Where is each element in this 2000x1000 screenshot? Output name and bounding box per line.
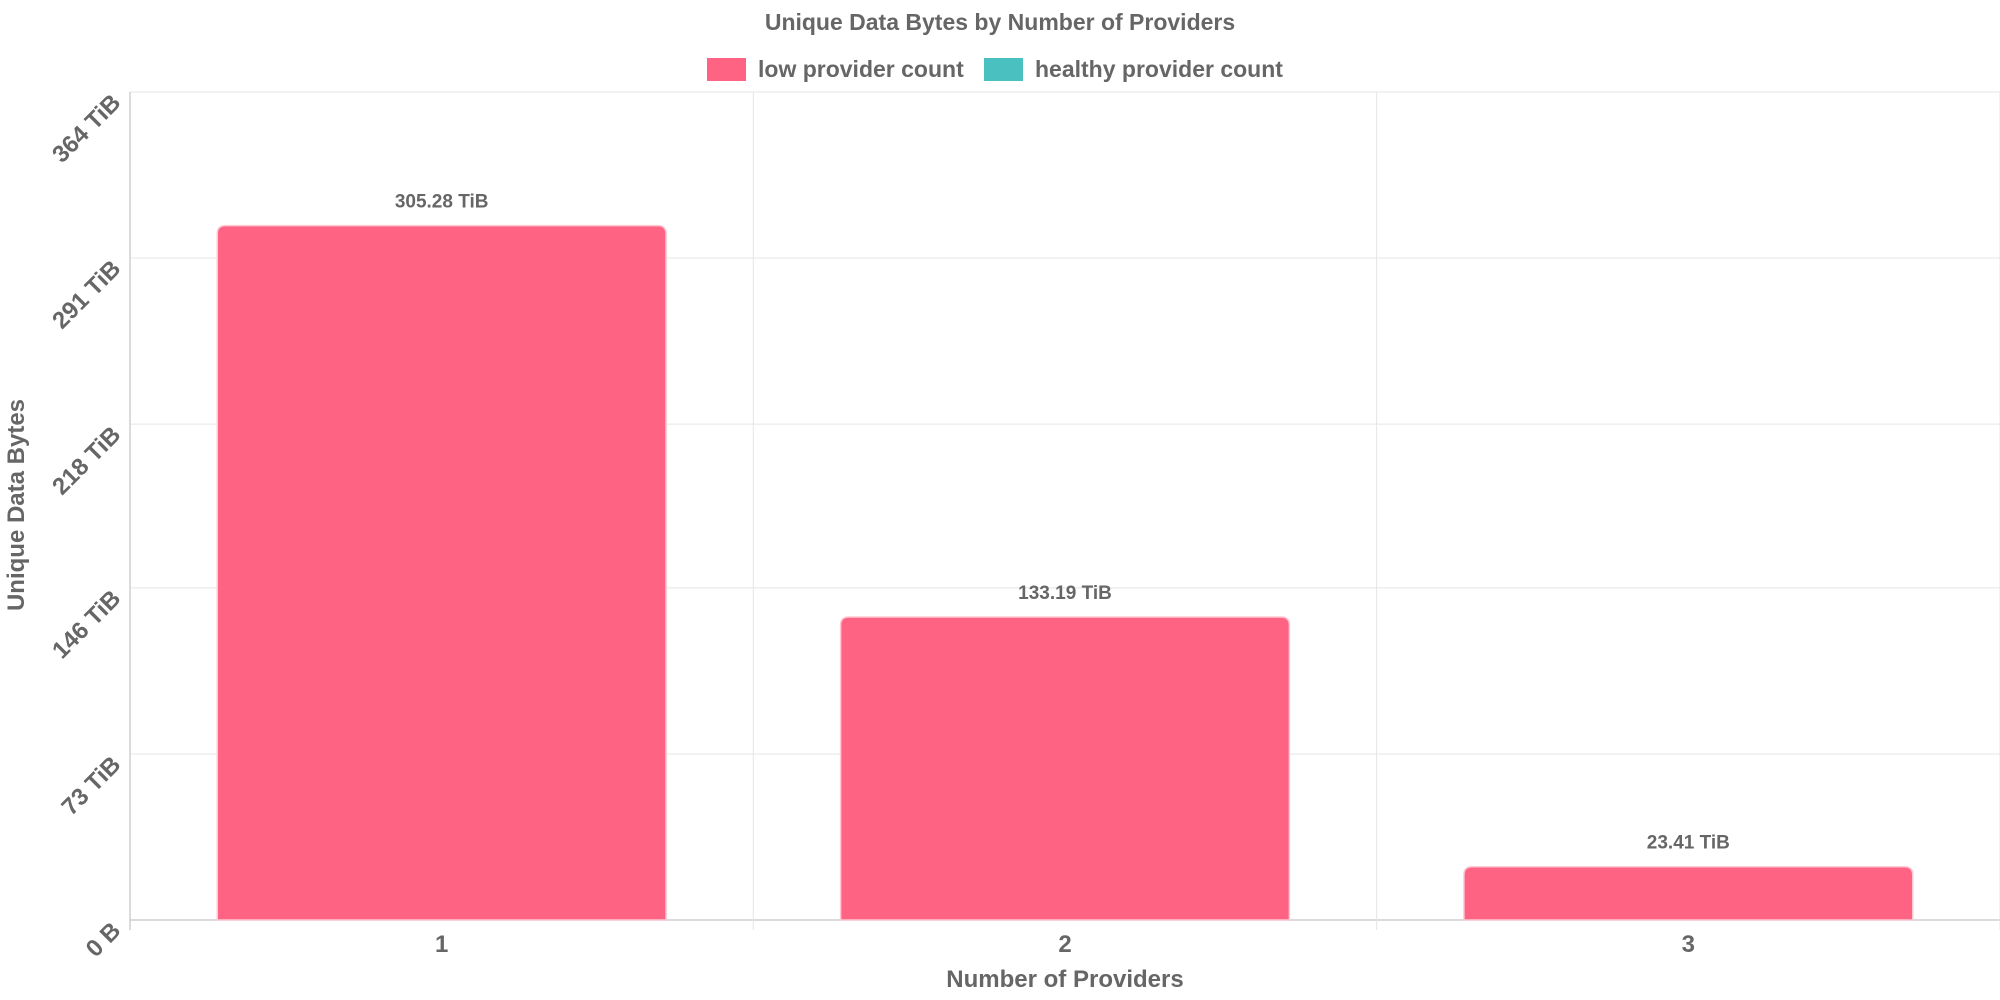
x-tick-label: 2: [1058, 931, 1071, 958]
x-axis-title: Number of Providers: [946, 966, 1183, 993]
y-tick-label: 73 TiB: [57, 751, 127, 821]
x-axis-ticks: 1 2 3: [435, 931, 1695, 958]
y-axis-title: Unique Data Bytes: [3, 399, 30, 611]
legend-swatch-healthy-provider-count: [984, 58, 1023, 81]
x-tick-label: 3: [1682, 931, 1695, 958]
bar-2[interactable]: [839, 616, 1291, 921]
data-label-2: 133.19 TiB: [1018, 583, 1112, 604]
x-tick-label: 1: [435, 931, 448, 958]
data-label-1: 305.28 TiB: [395, 192, 489, 213]
legend-swatch-low-provider-count: [707, 58, 746, 81]
y-tick-label: 0 B: [81, 917, 127, 963]
y-axis-ticks: 0 B 73 TiB 146 TiB 218 TiB 291 TiB 364 TiB: [47, 89, 126, 963]
chart-title: Unique Data Bytes by Number of Providers: [765, 9, 1235, 35]
bars: [216, 224, 1914, 921]
y-tick-label: 218 TiB: [47, 421, 126, 500]
data-labels: 305.28 TiB 133.19 TiB 23.41 TiB: [395, 192, 1730, 854]
y-tick-label: 364 TiB: [47, 89, 126, 168]
bar-1[interactable]: [216, 224, 667, 921]
legend: low provider count healthy provider coun…: [707, 56, 1283, 82]
legend-label-healthy-provider-count: healthy provider count: [1035, 56, 1283, 82]
bar-3[interactable]: [1463, 865, 1914, 921]
legend-item-low-provider-count[interactable]: low provider count: [707, 56, 964, 82]
data-label-3: 23.41 TiB: [1647, 833, 1730, 854]
y-tick-label: 146 TiB: [47, 585, 126, 664]
legend-label-low-provider-count: low provider count: [758, 56, 964, 82]
y-tick-label: 291 TiB: [47, 255, 126, 334]
legend-item-healthy-provider-count[interactable]: healthy provider count: [984, 56, 1283, 82]
